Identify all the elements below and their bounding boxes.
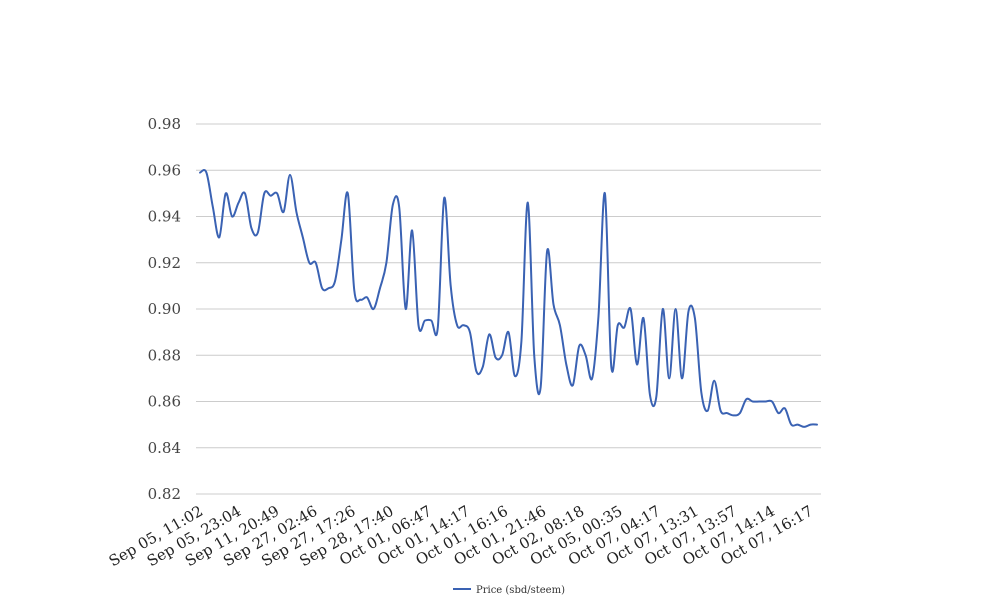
series-line-price[interactable]	[199, 169, 818, 428]
y-tick-label: 0.84	[148, 439, 181, 457]
y-tick-label: 0.86	[148, 393, 181, 411]
y-gridlines	[196, 123, 821, 495]
y-tick-label: 0.82	[148, 485, 181, 503]
y-tick-label: 0.94	[148, 208, 181, 226]
y-tick-label: 0.92	[148, 254, 181, 272]
legend[interactable]: Price (sbd/steem)	[453, 585, 565, 596]
y-tick-label: 0.96	[148, 161, 181, 179]
y-tick-label: 0.90	[148, 300, 181, 318]
y-tick-label: 0.98	[148, 115, 181, 133]
y-axis-ticks: 0.82 0.84 0.86 0.88 0.90 0.92 0.94 0.96 0.98	[148, 115, 181, 503]
series-layer	[199, 169, 818, 428]
legend-label-price: Price (sbd/steem)	[476, 585, 565, 596]
y-tick-label: 0.88	[148, 346, 181, 364]
